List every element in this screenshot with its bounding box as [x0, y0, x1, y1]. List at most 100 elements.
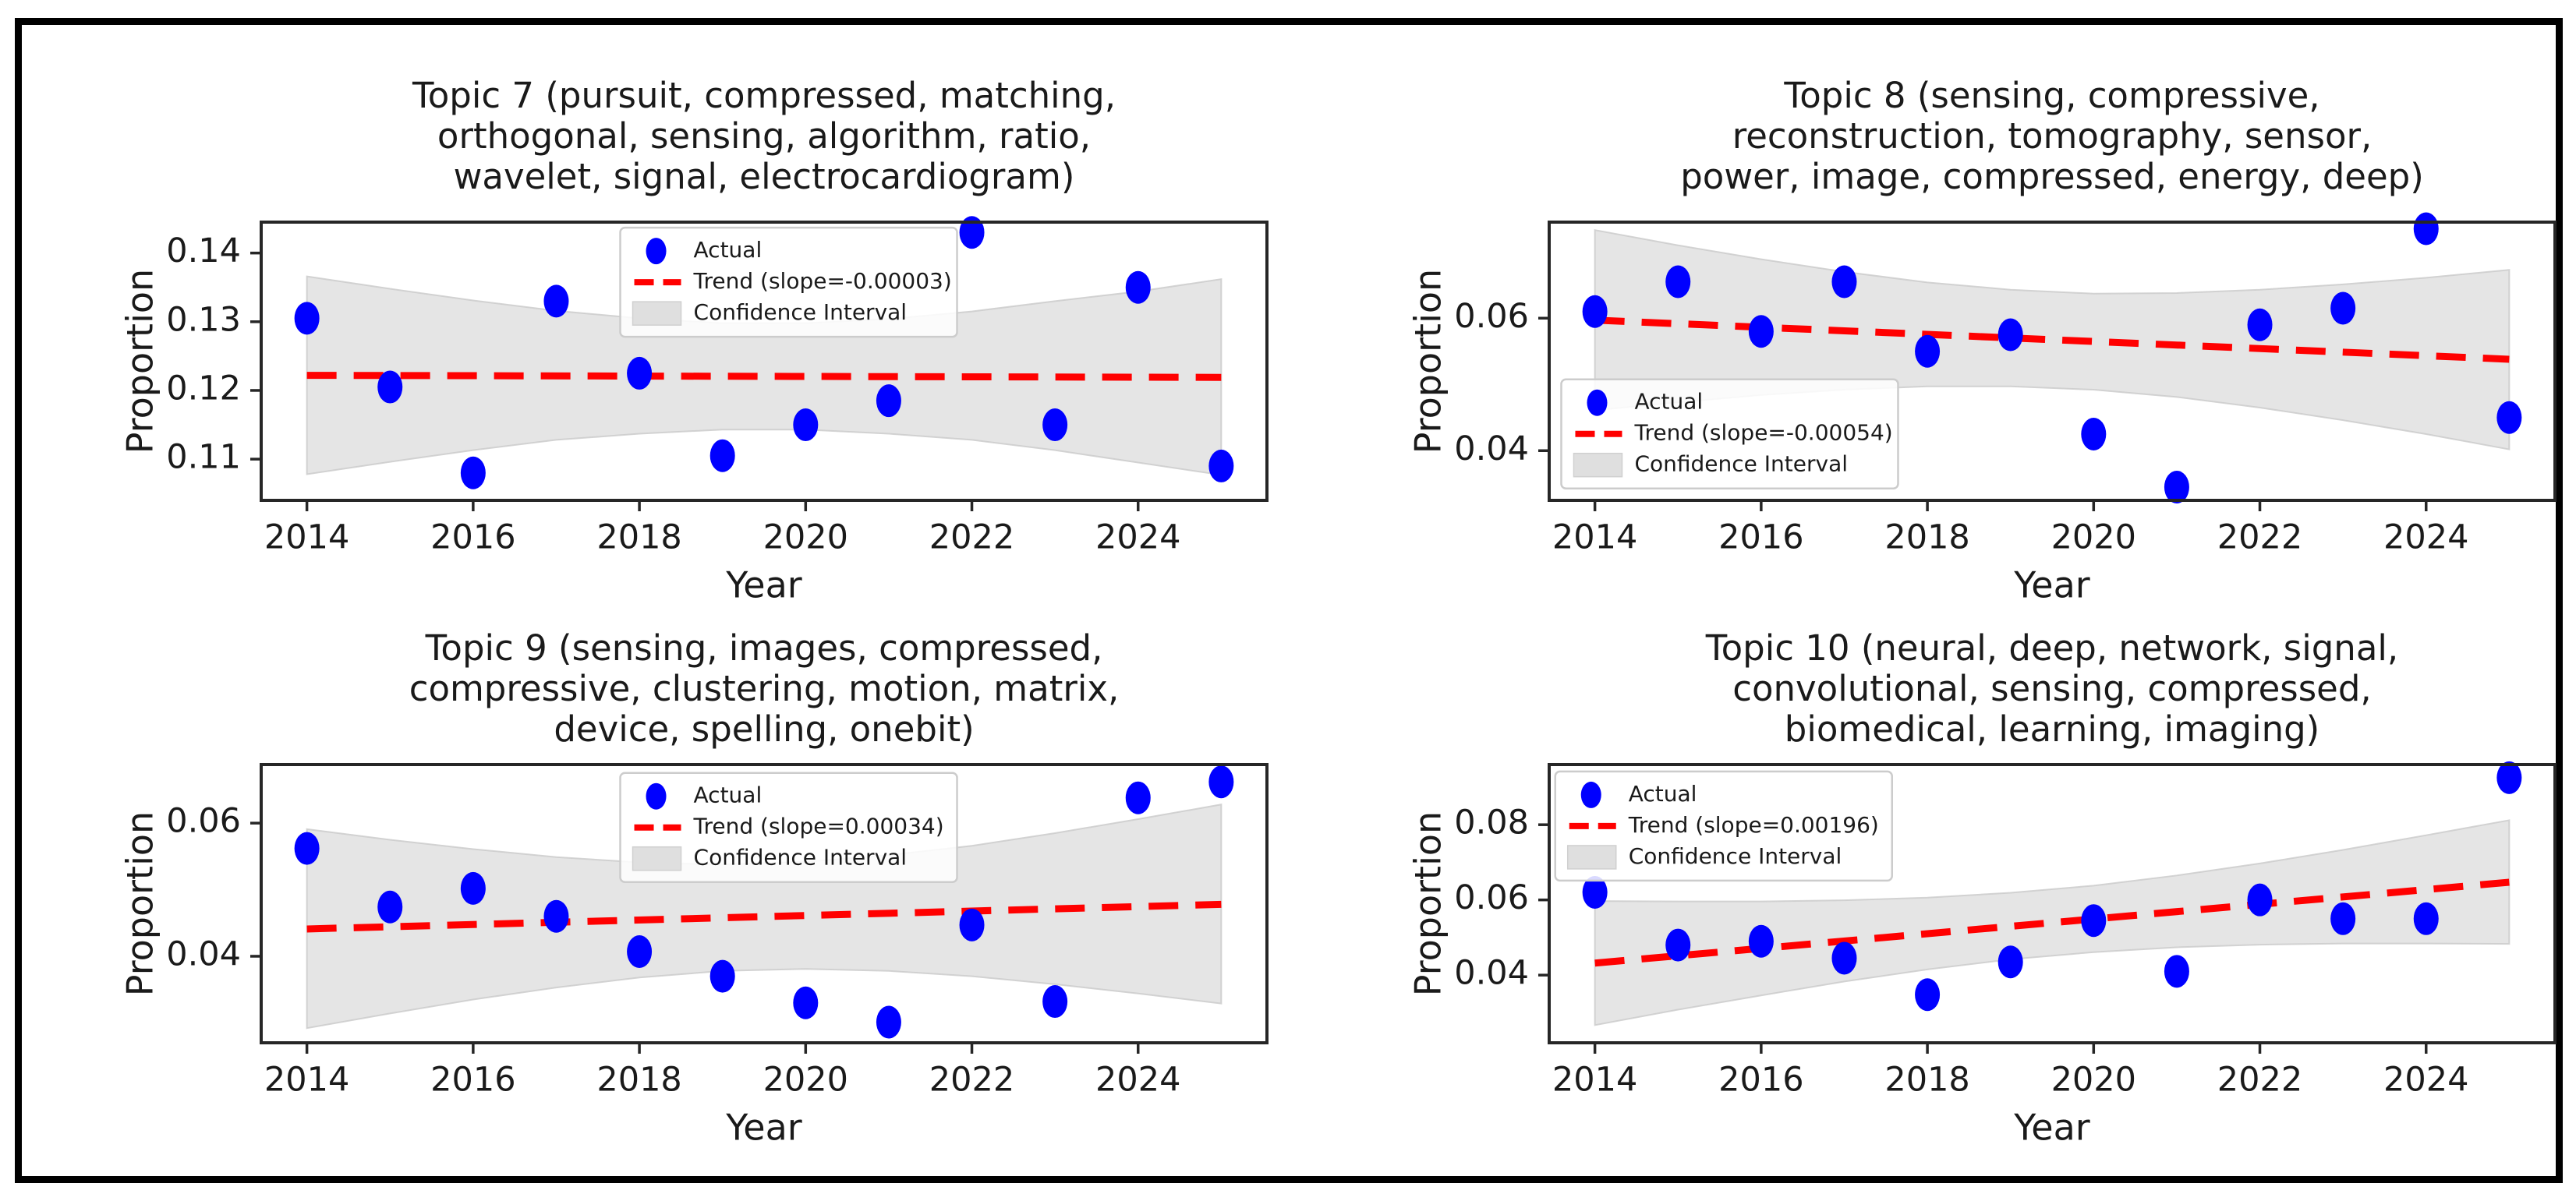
data-point	[1582, 876, 1608, 910]
data-point	[1997, 945, 2023, 979]
data-point	[2164, 955, 2189, 988]
data-point	[709, 439, 735, 472]
data-point	[876, 384, 901, 418]
x-axis-label: Year	[2013, 1107, 2089, 1149]
data-point	[2081, 904, 2107, 938]
data-point	[2247, 883, 2273, 917]
data-point	[1915, 334, 1941, 368]
data-point	[959, 908, 985, 941]
data-point	[1748, 315, 1774, 348]
data-point	[2496, 401, 2522, 434]
y-tick-label: 0.04	[1454, 954, 1529, 993]
chart-title-line: convolutional, sensing, compressed,	[1732, 668, 2371, 709]
legend-marker-actual	[1587, 389, 1608, 416]
chart-title-line: Topic 7 (pursuit, compressed, matching,	[412, 75, 1116, 116]
confidence-band	[1594, 819, 2511, 1026]
data-point	[1665, 265, 1691, 298]
chart-title-line: wavelet, signal, electrocardiogram)	[454, 156, 1075, 197]
data-point	[2164, 471, 2189, 503]
data-point	[294, 302, 320, 335]
y-tick-label: 0.14	[166, 231, 241, 270]
data-point	[709, 959, 735, 993]
x-tick-label: 2024	[2383, 1061, 2468, 1100]
chart-title-line: device, spelling, onebit)	[554, 708, 974, 750]
data-point	[1208, 449, 1234, 482]
legend-box	[619, 772, 958, 883]
x-tick-label: 2022	[929, 518, 1014, 557]
data-point	[294, 832, 320, 865]
topic-8-chart: Topic 8 (sensing, compressive,reconstruc…	[1407, 75, 2557, 606]
x-tick-label: 2020	[763, 1061, 848, 1100]
legend-label: Confidence Interval	[1634, 451, 1848, 477]
trend-line	[1594, 316, 2510, 363]
legend-box	[619, 226, 958, 338]
data-point	[1665, 928, 1691, 962]
data-point	[793, 986, 819, 1019]
x-tick-label: 2022	[929, 1061, 1014, 1100]
x-tick-label: 2020	[763, 518, 848, 557]
x-tick-label: 2018	[1884, 518, 1969, 557]
legend-marker-actual	[646, 238, 667, 265]
chart-title-line: compressive, clustering, motion, matrix,	[409, 668, 1120, 709]
x-tick-label: 2016	[430, 518, 515, 557]
legend-label: Confidence Interval	[694, 845, 908, 871]
trend-line	[1594, 878, 2510, 967]
trend-line	[306, 372, 1222, 381]
legend-marker-actual	[1580, 781, 1601, 808]
data-point	[2496, 761, 2522, 794]
topic-7-chart: Topic 7 (pursuit, compressed, matching,o…	[119, 75, 1269, 606]
y-tick-label: 0.06	[166, 802, 241, 841]
data-point	[377, 890, 403, 924]
legend-marker-ci	[632, 301, 682, 326]
data-point	[1997, 318, 2023, 351]
data-point	[1208, 765, 1234, 799]
data-point	[543, 284, 569, 318]
y-axis-label: Proportion	[119, 811, 161, 996]
y-tick-label: 0.06	[1454, 297, 1529, 336]
x-tick-label: 2020	[2051, 1061, 2136, 1100]
legend-marker-ci	[632, 846, 682, 871]
legend-box	[1560, 378, 1899, 489]
chart-title-line: reconstruction, tomography, sensor,	[1732, 115, 2373, 157]
x-axis-label: Year	[725, 564, 801, 606]
x-tick-label: 2018	[1884, 1061, 1969, 1100]
data-point	[1748, 924, 1774, 958]
x-tick-label: 2016	[1718, 1061, 1803, 1100]
legend-label: Actual	[1629, 781, 1697, 807]
data-point	[876, 1005, 901, 1039]
legend-label: Trend (slope=0.00196)	[1628, 812, 1879, 838]
data-point	[377, 370, 403, 404]
data-point	[627, 934, 653, 968]
x-tick-label: 2020	[2051, 518, 2136, 557]
data-point	[1042, 408, 1068, 442]
topic-9-chart: Topic 9 (sensing, images, compressed,com…	[119, 627, 1269, 1149]
y-tick-label: 0.04	[166, 934, 241, 973]
legend-label: Actual	[694, 237, 763, 263]
data-point	[627, 356, 653, 390]
x-tick-label: 2024	[2383, 518, 2468, 557]
legend-label: Confidence Interval	[1629, 843, 1842, 869]
data-point	[1831, 941, 1857, 975]
axes-frame	[1548, 221, 2557, 502]
x-axis-label: Year	[725, 1107, 801, 1149]
x-tick-label: 2014	[1552, 1061, 1637, 1100]
axes-frame	[260, 763, 1269, 1044]
y-tick-label: 0.12	[166, 369, 241, 408]
data-point	[2330, 902, 2356, 935]
axes-frame	[260, 221, 1269, 502]
data-point	[543, 899, 569, 933]
chart-title-line: Topic 8 (sensing, compressive,	[1783, 75, 2319, 116]
data-point	[2081, 418, 2107, 450]
y-tick-label: 0.08	[1454, 804, 1529, 842]
y-axis-label: Proportion	[1407, 811, 1449, 996]
data-point	[1042, 985, 1068, 1019]
data-point	[2330, 291, 2356, 325]
x-tick-label: 2014	[264, 518, 349, 557]
legend-label: Trend (slope=-0.00054)	[1633, 420, 1892, 446]
x-tick-label: 2016	[430, 1061, 515, 1100]
axes-frame	[1548, 763, 2557, 1044]
data-point	[1831, 265, 1857, 298]
trend-line	[306, 900, 1222, 933]
data-point	[2247, 308, 2273, 341]
